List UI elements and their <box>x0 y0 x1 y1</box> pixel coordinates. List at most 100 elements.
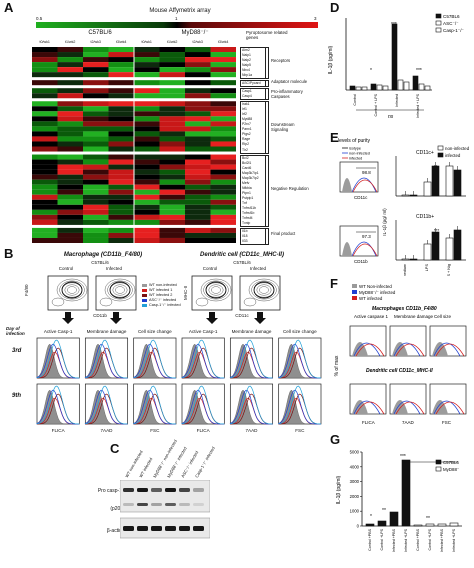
heatmap-cell <box>185 184 211 190</box>
heatmap-cell <box>210 121 236 127</box>
heatmap-cell <box>134 219 160 225</box>
heatmap-cell <box>108 47 134 53</box>
histogram-column-title: Membrane damage <box>231 329 272 334</box>
heatmap-cell <box>32 154 58 160</box>
g-ytick-label: 5000 <box>350 450 360 455</box>
heatmap-cell <box>83 67 109 73</box>
histogram <box>133 337 177 379</box>
heatmap-cell <box>32 57 58 63</box>
heatmap-cell <box>32 209 58 215</box>
timepoint-label: t1/wk2 <box>65 40 76 44</box>
gene-name: Tnfrsf4 <box>242 215 253 220</box>
heatmap-cell <box>83 219 109 225</box>
contour-line <box>115 286 125 294</box>
legend-swatch <box>142 304 147 307</box>
heatmap-cell <box>32 62 58 68</box>
heatmap-cell <box>134 169 160 175</box>
e-legend-swatch <box>437 152 444 158</box>
heatmap-cell <box>210 184 236 190</box>
f-legend-text: MyD88⁻/⁻ infected <box>359 290 396 295</box>
blot-band <box>137 488 148 492</box>
histogram-series-line <box>229 385 273 425</box>
g-legend-text: C57BL6 <box>443 460 459 465</box>
heatmap-cell <box>159 106 185 112</box>
heatmap-cell <box>185 189 211 195</box>
heatmap-cell <box>134 72 160 78</box>
contour-line <box>203 280 229 300</box>
heatmap-cell <box>210 136 236 142</box>
blot-row-label: β-actin <box>106 528 122 534</box>
legend-swatch <box>142 294 147 297</box>
heatmap-cell <box>32 88 58 94</box>
f-xlabel: FLICA <box>362 420 375 425</box>
g-category: Control +LPS <box>428 528 432 550</box>
color-scale-bar <box>36 22 318 28</box>
facs-legend: WT non-infected WT infected 1 WT infected … <box>142 283 192 308</box>
e-bar <box>445 237 454 261</box>
heatmap-cell <box>83 131 109 137</box>
heatmap-cell <box>108 214 134 220</box>
heatmap-cell <box>108 136 134 142</box>
heatmap-cell <box>210 146 236 152</box>
d-bar <box>382 85 389 91</box>
heatmap-cell <box>134 121 160 127</box>
gene-list: Aim2 Naip1 Naip2 Naip5 Nlrc4 Nlrp1a Receptors A… <box>240 47 309 245</box>
heatmap-cell <box>159 184 185 190</box>
heatmap-cell <box>83 121 109 127</box>
gene-name: Nlrc4 <box>242 68 250 73</box>
gate-ellipse <box>109 281 131 299</box>
heatmap-cell <box>57 131 83 137</box>
f-histogram-wt <box>435 401 465 415</box>
histogram-series-line <box>36 389 80 425</box>
heatmap-cell <box>159 159 185 165</box>
heatmap-cell <box>210 80 236 86</box>
heatmap-cell <box>185 169 211 175</box>
blot-band <box>193 488 204 492</box>
f-histogram-myd88 <box>393 342 421 357</box>
legend-text: WT infected 1 <box>149 288 173 292</box>
chart-d-il1b: IL-1β (pg/ml) Control Control + LPS Infecte… <box>328 13 465 120</box>
heatmap-cell <box>210 62 236 68</box>
d-ns-label: ns <box>388 114 394 120</box>
e-purity-legend-text: non-infected <box>349 152 370 156</box>
d-bar <box>349 85 356 91</box>
facs-scatter-plots <box>47 275 281 324</box>
mac-xaxis: CD11b <box>93 313 107 318</box>
blot-row-label: Pro casp-1 <box>97 488 122 494</box>
heatmap-cell <box>159 209 185 215</box>
gene-name: Rip2 <box>242 142 249 147</box>
heatmap-cell <box>83 169 109 175</box>
histogram-column-titles: Active Casp-1 Membrane damage Cell size ch… <box>34 329 324 339</box>
f-histogram-wt <box>395 401 425 415</box>
d-legend-swatch <box>435 13 442 19</box>
e-bar <box>431 165 440 197</box>
heatmap-cell <box>108 159 134 165</box>
heatmap-cell <box>108 209 134 215</box>
d-bar <box>424 85 431 91</box>
heatmap-cell <box>32 72 58 78</box>
e-chart-title: CD11c+ <box>416 150 434 156</box>
heatmap-cell <box>57 116 83 122</box>
scale-mid: 1 <box>175 16 178 21</box>
contour-line <box>112 284 128 296</box>
heatmap-cell <box>108 62 134 68</box>
heatmap-cell <box>159 214 185 220</box>
heatmap-cell <box>32 136 58 142</box>
heatmap-cell <box>159 57 185 63</box>
heatmap-cell <box>134 146 160 152</box>
e-isotype-histogram <box>342 178 352 192</box>
g-category: Infected +PBS <box>392 528 396 552</box>
heatmap-cell <box>134 194 160 200</box>
heatmap-cell <box>108 72 134 78</box>
heatmap-cell <box>210 194 236 200</box>
g-ytick-label: 4000 <box>350 464 360 469</box>
heatmap-cell <box>210 93 236 99</box>
contour-line <box>259 286 269 294</box>
histogram-xlabel: 7AAD <box>100 428 113 433</box>
heatmap-cell <box>57 57 83 63</box>
heatmap-cell <box>57 80 83 86</box>
heatmap-cell <box>32 169 58 175</box>
heatmap-cell <box>185 214 211 220</box>
panel-label-c: C <box>110 441 120 456</box>
heatmap-cell <box>134 232 160 238</box>
